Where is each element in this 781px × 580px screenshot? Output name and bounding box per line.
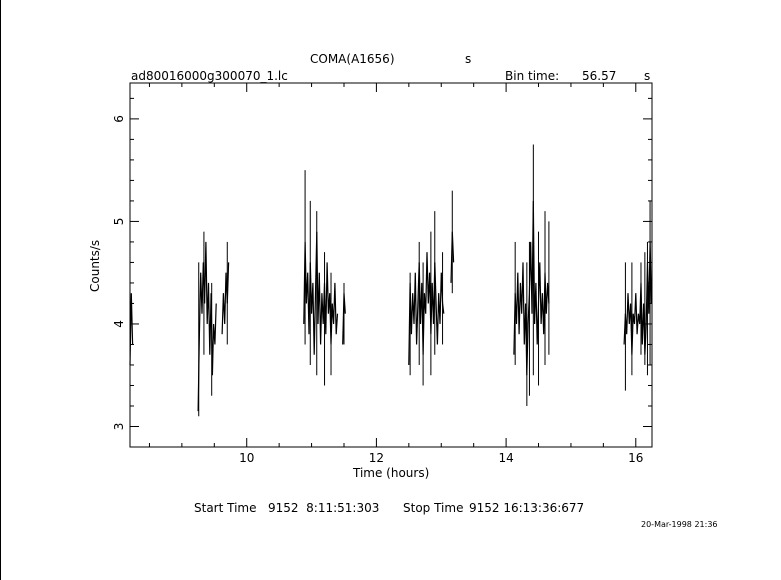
light-curve-segment	[197, 241, 217, 412]
x-tick-label: 16	[628, 451, 643, 465]
stop-time-label: Stop Time	[403, 501, 464, 515]
data-marks	[129, 144, 652, 417]
y-tick-label: 6	[112, 115, 126, 123]
stop-time-value: 9152 16:13:36:677	[469, 501, 585, 515]
start-time-value: 9152 8:11:51:303	[268, 501, 380, 515]
light-curve-segment	[623, 241, 652, 355]
bin-time-label: Bin time:	[505, 69, 560, 83]
axis-ticks: 10 12 14 16 3 4 5 6	[112, 83, 652, 465]
x-tick-label: 10	[239, 451, 254, 465]
light-curve-segment	[408, 252, 445, 366]
x-axis-label: Time (hours)	[352, 466, 429, 480]
y-tick-label: 5	[112, 218, 126, 226]
window-left-border	[0, 0, 1, 580]
y-tick-label: 4	[112, 320, 126, 328]
bin-time-value: 56.57	[582, 69, 617, 83]
plot-frame	[129, 82, 653, 448]
y-axis-label: Counts/s	[88, 240, 102, 292]
x-tick-label: 12	[369, 451, 384, 465]
light-curve-segment	[303, 231, 339, 355]
start-time-label: Start Time	[194, 501, 257, 515]
bin-time-unit: s	[644, 69, 651, 83]
y-tick-label: 3	[112, 423, 126, 431]
plot-timestamp: 20-Mar-1998 21:36	[641, 520, 718, 529]
title-suffix: s	[465, 52, 472, 66]
chart-title: COMA(A1656)	[310, 52, 395, 66]
light-curve-segment	[129, 293, 134, 366]
x-tick-label: 14	[498, 451, 513, 465]
file-name: ad80016000g300070_1.lc	[131, 69, 288, 83]
light-curve-segment	[513, 200, 550, 376]
